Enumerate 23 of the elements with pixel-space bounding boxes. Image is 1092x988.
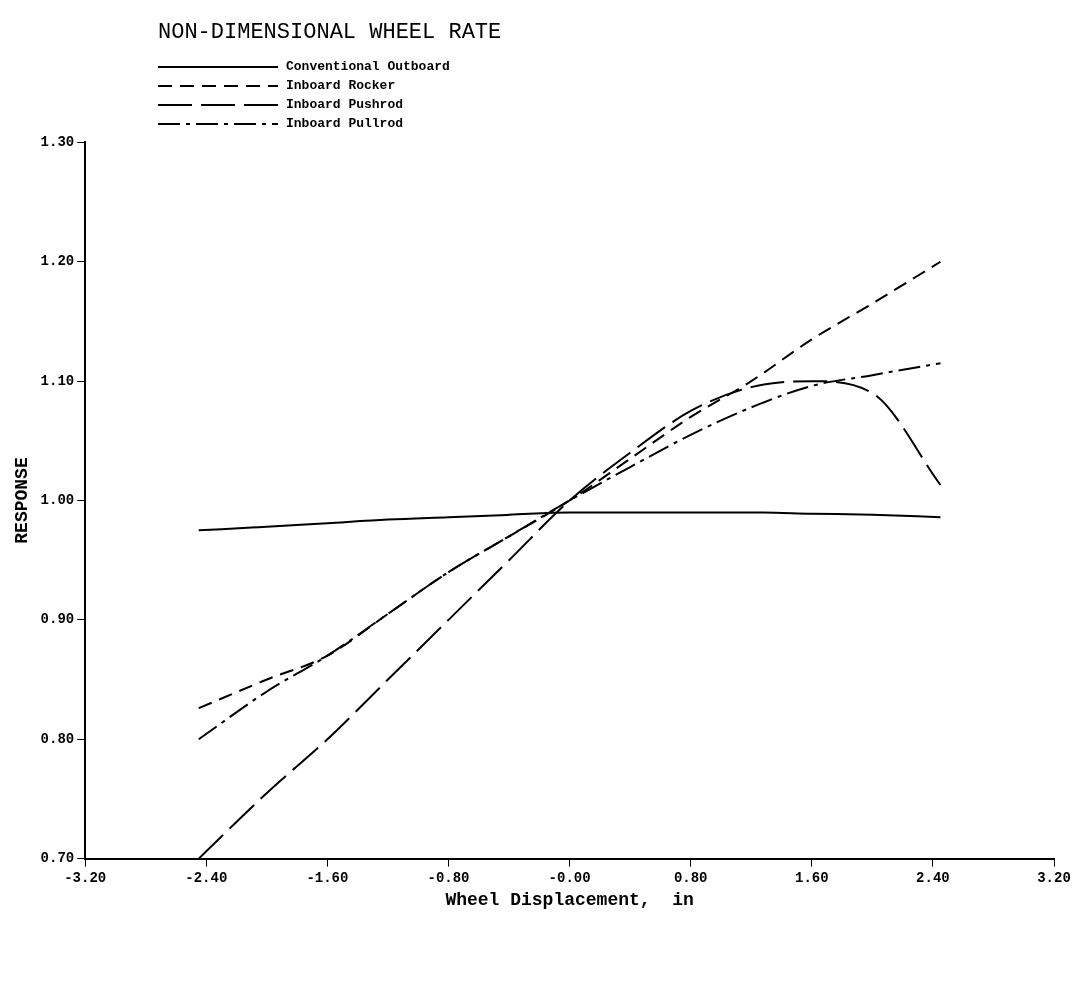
x-tick-label: -2.40 <box>185 869 228 886</box>
y-tick-label: 1.30 <box>40 133 75 150</box>
x-tick-label: -0.80 <box>427 869 470 886</box>
x-tick-label: -3.20 <box>64 869 107 886</box>
x-tick-label: -0.00 <box>548 869 591 886</box>
y-tick-label: 0.80 <box>40 730 75 747</box>
x-tick-label: 1.60 <box>795 869 829 886</box>
x-tick-label: 2.40 <box>916 869 950 886</box>
y-axis-title: RESPONSE <box>12 457 33 544</box>
y-tick-label: 0.70 <box>40 850 75 867</box>
legend-label: Inboard Pullrod <box>286 116 404 131</box>
legend-label: Conventional Outboard <box>286 59 450 74</box>
x-tick-label: 0.80 <box>673 869 708 886</box>
y-tick-label: 0.90 <box>40 611 75 628</box>
y-tick-label: 1.20 <box>40 253 75 270</box>
x-axis-title: Wheel Displacement, in <box>445 889 694 910</box>
chart-title: NON-DIMENSIONAL WHEEL RATE <box>158 20 503 45</box>
legend-label: Inboard Pushrod <box>286 97 404 112</box>
x-tick-label: -1.60 <box>306 869 349 886</box>
x-tick-label: 3.20 <box>1037 869 1071 886</box>
legend-label: Inboard Rocker <box>286 78 396 93</box>
y-tick-label: 1.10 <box>40 372 75 389</box>
y-tick-label: 1.00 <box>40 492 75 509</box>
